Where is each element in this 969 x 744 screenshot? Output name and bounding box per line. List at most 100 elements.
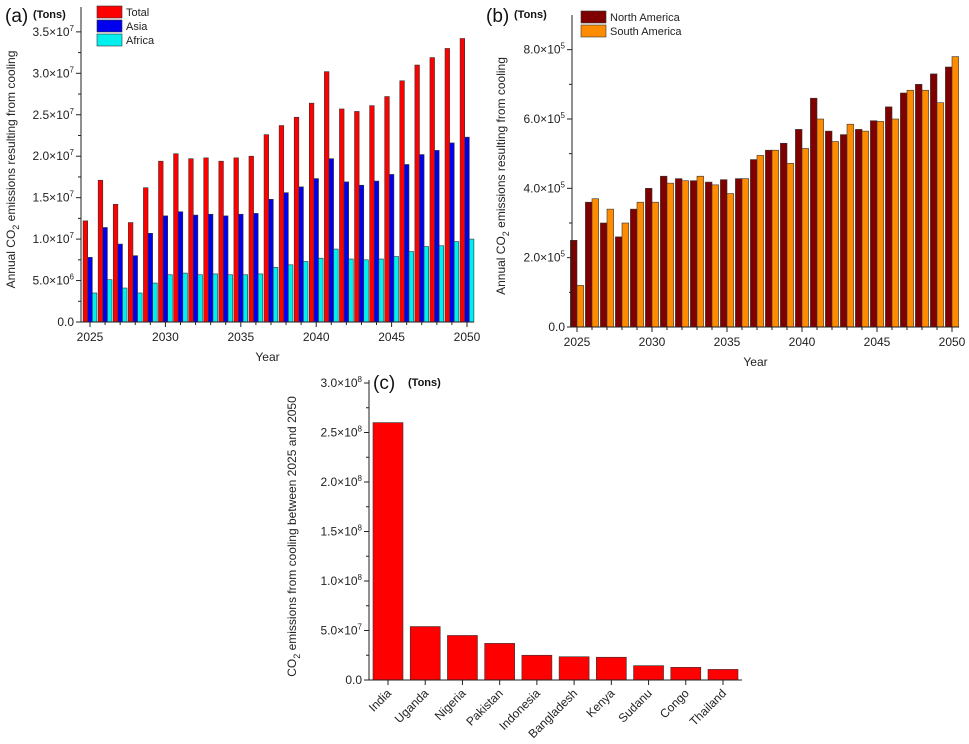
x-tick-label: Nigeria xyxy=(432,686,469,723)
bar-asia xyxy=(117,243,123,323)
bar-africa xyxy=(423,246,429,323)
bar-south-america xyxy=(921,89,929,328)
bar-north-america xyxy=(750,159,758,328)
tick-exponent: 5 xyxy=(561,250,566,259)
bar-total xyxy=(429,57,435,323)
legend-swatch xyxy=(580,10,607,24)
bar-south-america xyxy=(711,184,719,328)
unit-label: (Tons) xyxy=(408,377,441,389)
legend-label: North America xyxy=(610,12,681,24)
y-axis-title: Annual CO2 emissions resulting from cool… xyxy=(494,57,511,295)
y-tick-label: 1.5×108 xyxy=(321,524,363,539)
bar-india xyxy=(372,422,404,681)
y-axis-title-text: emissions from cooling between 2025 and … xyxy=(285,396,299,654)
tick-mantissa: 1.0×10 xyxy=(33,232,70,246)
bar-north-america xyxy=(600,222,608,328)
tick-mantissa: 0.0 xyxy=(345,673,362,687)
bar-total xyxy=(399,80,405,323)
bar-total xyxy=(158,160,164,323)
bar-total xyxy=(414,64,420,323)
bar-north-america xyxy=(810,97,818,328)
bar-south-america xyxy=(891,118,899,328)
x-tick-label: 2035 xyxy=(227,330,254,344)
tick-mantissa: 6.0×10 xyxy=(524,112,561,126)
x-tick-label: Thailand xyxy=(687,686,729,728)
tick-exponent: 7 xyxy=(70,24,75,33)
bar-south-america xyxy=(621,222,629,328)
bar-total xyxy=(203,157,209,323)
tick-mantissa: 2.0×10 xyxy=(33,149,70,163)
bar-south-america xyxy=(876,121,884,328)
bar-total xyxy=(354,111,360,323)
bar-north-america xyxy=(870,120,878,328)
y-axis-title-text: Annual CO xyxy=(494,236,508,295)
bar-total xyxy=(339,108,345,323)
bar-total xyxy=(369,105,375,323)
bar-north-america xyxy=(780,142,788,328)
tick-exponent: 8 xyxy=(358,425,363,434)
bar-asia xyxy=(283,192,289,323)
bar-africa xyxy=(197,274,203,323)
y-tick-label: 1.0×108 xyxy=(321,573,363,588)
y-tick-label: 2.5×108 xyxy=(321,425,363,440)
tick-mantissa: 4.0×10 xyxy=(524,181,561,195)
tick-exponent: 7 xyxy=(70,231,75,240)
y-tick-label: 2.0×107 xyxy=(33,148,75,163)
bar-asia xyxy=(208,213,214,323)
y-tick-label: 5.0×107 xyxy=(321,623,363,638)
tick-exponent: 8 xyxy=(358,524,363,533)
bar-africa xyxy=(348,258,354,323)
bar-asia xyxy=(87,257,93,323)
tick-exponent: 5 xyxy=(561,42,566,51)
bar-asia xyxy=(373,180,380,323)
bar-south-america xyxy=(831,141,839,328)
bar-north-america xyxy=(705,181,713,328)
bar-north-america xyxy=(900,92,908,328)
y-tick-label: 0.0 xyxy=(345,673,362,687)
bar-south-america xyxy=(771,149,779,328)
bar-thailand xyxy=(707,669,739,681)
x-tick-label: 2050 xyxy=(939,335,966,349)
bar-asia xyxy=(192,214,199,323)
legend-label: Total xyxy=(126,7,149,19)
bar-north-america xyxy=(615,236,623,328)
bar-south-america xyxy=(591,198,599,328)
tick-exponent: 7 xyxy=(70,65,75,74)
tick-mantissa: 3.0×10 xyxy=(321,376,358,390)
bar-bangladesh xyxy=(558,656,590,681)
x-axis-title: Year xyxy=(743,355,767,369)
x-tick-label: 2045 xyxy=(864,335,891,349)
bar-north-america xyxy=(570,240,578,328)
y-tick-label: 2.0×105 xyxy=(524,250,566,265)
bar-north-america xyxy=(690,180,698,328)
bar-asia xyxy=(147,233,153,323)
panel-label: (c) xyxy=(373,373,395,394)
panel-label: (b) xyxy=(486,6,509,27)
x-tick-label: Congo xyxy=(657,686,692,721)
y-tick-label: 3.0×107 xyxy=(33,65,75,80)
tick-mantissa: 2.0×10 xyxy=(321,475,358,489)
bar-total xyxy=(97,179,104,323)
x-axis-title: Year xyxy=(255,350,279,364)
y-tick-label: 8.0×105 xyxy=(524,42,566,57)
bar-north-america xyxy=(720,179,728,328)
bar-north-america xyxy=(795,129,803,328)
bar-asia xyxy=(313,178,319,323)
tick-mantissa: 1.5×10 xyxy=(33,191,70,205)
legend-swatch xyxy=(580,24,607,38)
bar-africa xyxy=(137,292,143,323)
tick-exponent: 7 xyxy=(358,623,363,632)
bar-africa xyxy=(318,257,324,323)
bar-africa xyxy=(107,279,113,323)
bar-asia xyxy=(343,181,349,323)
bar-africa xyxy=(182,272,188,323)
bar-south-america xyxy=(651,201,659,328)
bar-asia xyxy=(464,136,470,323)
bar-total xyxy=(308,102,315,323)
bar-africa xyxy=(453,241,460,323)
bar-asia xyxy=(238,213,244,323)
bar-south-america xyxy=(696,175,704,328)
bar-south-america xyxy=(576,285,584,328)
